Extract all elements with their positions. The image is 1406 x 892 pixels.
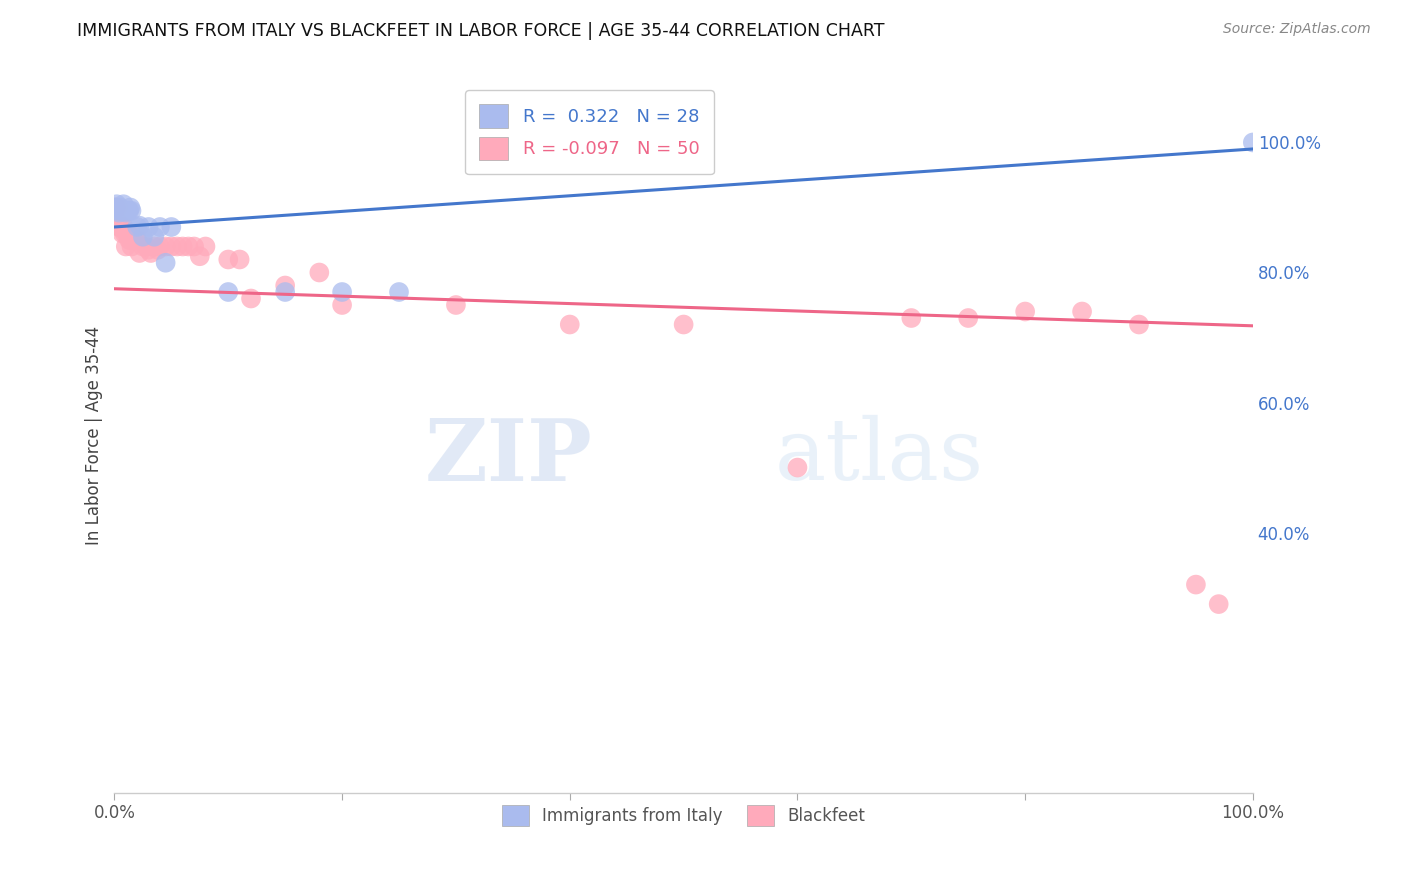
Point <box>120 201 142 215</box>
Point <box>1128 318 1150 332</box>
Point <box>135 239 157 253</box>
Point <box>108 219 131 234</box>
Point <box>112 219 135 234</box>
Point <box>105 213 128 227</box>
Point <box>110 203 132 218</box>
Point <box>138 243 160 257</box>
Point <box>132 229 155 244</box>
Point <box>127 219 149 234</box>
Point <box>115 203 138 218</box>
Text: Source: ZipAtlas.com: Source: ZipAtlas.com <box>1223 22 1371 37</box>
Point <box>786 460 808 475</box>
Point <box>111 227 134 241</box>
Point <box>124 227 146 241</box>
Point <box>177 239 200 253</box>
Point <box>110 219 132 234</box>
Point <box>143 239 166 253</box>
Point <box>330 298 353 312</box>
Point <box>330 285 353 299</box>
Text: atlas: atlas <box>775 415 984 498</box>
Point <box>1071 304 1094 318</box>
Point <box>444 298 467 312</box>
Text: IMMIGRANTS FROM ITALY VS BLACKFEET IN LABOR FORCE | AGE 35-44 CORRELATION CHART: IMMIGRANTS FROM ITALY VS BLACKFEET IN LA… <box>77 22 884 40</box>
Point <box>127 233 149 247</box>
Point <box>957 311 980 326</box>
Point <box>132 239 155 253</box>
Point <box>108 201 131 215</box>
Point <box>166 239 188 253</box>
Point <box>160 219 183 234</box>
Point <box>114 239 136 253</box>
Point <box>104 201 127 215</box>
Point <box>194 239 217 253</box>
Point <box>1014 304 1036 318</box>
Point <box>103 201 125 215</box>
Point <box>183 239 205 253</box>
Point <box>114 205 136 219</box>
Y-axis label: In Labor Force | Age 35-44: In Labor Force | Age 35-44 <box>86 326 103 545</box>
Point <box>105 197 128 211</box>
Point <box>111 203 134 218</box>
Point <box>117 227 139 241</box>
Point <box>308 265 330 279</box>
Point <box>139 246 162 260</box>
Point <box>558 318 581 332</box>
Point <box>118 233 141 247</box>
Point <box>120 233 142 247</box>
Point <box>240 292 263 306</box>
Point <box>155 256 177 270</box>
Point <box>274 278 297 293</box>
Point <box>388 285 411 299</box>
Point <box>128 246 150 260</box>
Point <box>108 205 131 219</box>
Point <box>149 219 172 234</box>
Point <box>146 243 169 257</box>
Point <box>115 227 138 241</box>
Point <box>117 203 139 218</box>
Point <box>114 227 136 241</box>
Point <box>107 201 129 215</box>
Point <box>217 252 239 267</box>
Point <box>1208 597 1230 611</box>
Point <box>121 239 143 253</box>
Point <box>274 285 297 299</box>
Text: ZIP: ZIP <box>425 415 592 499</box>
Point <box>160 239 183 253</box>
Point <box>672 318 695 332</box>
Point <box>149 239 172 253</box>
Point <box>108 219 131 234</box>
Point <box>143 229 166 244</box>
Point <box>155 239 177 253</box>
Point <box>217 285 239 299</box>
Legend: Immigrants from Italy, Blackfeet: Immigrants from Italy, Blackfeet <box>494 797 873 834</box>
Point <box>112 197 135 211</box>
Point <box>228 252 250 267</box>
Point <box>172 239 194 253</box>
Point <box>128 219 150 233</box>
Point <box>188 249 211 263</box>
Point <box>104 201 127 215</box>
Point <box>138 219 160 234</box>
Point <box>1241 136 1264 150</box>
Point <box>121 203 143 218</box>
Point <box>900 311 922 326</box>
Point <box>1185 577 1208 591</box>
Point <box>107 203 129 218</box>
Point <box>118 203 141 218</box>
